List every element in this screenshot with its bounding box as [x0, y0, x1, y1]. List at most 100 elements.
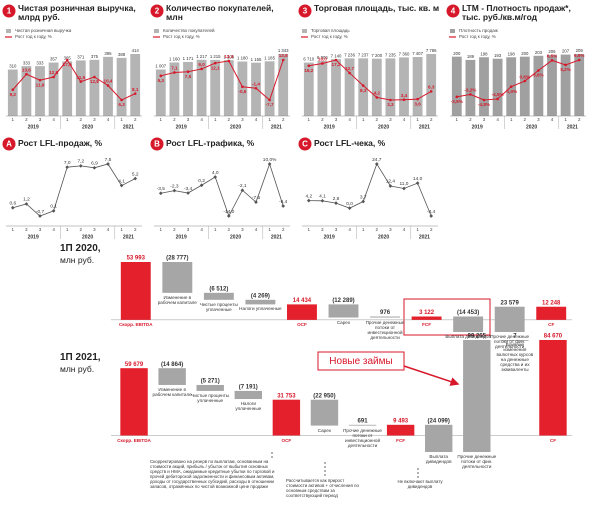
x-tick-label: 2: [376, 227, 379, 232]
bar-value-label: (22 950): [313, 393, 335, 399]
badge-label: C: [302, 140, 308, 149]
growth-marker: [402, 98, 406, 102]
x-tick-label: 1: [66, 117, 69, 122]
chart-title: Рост LFL-трафика, %: [166, 138, 255, 148]
legend-label: Чистая розничная выручка: [15, 28, 72, 33]
growth-marker: [186, 70, 190, 74]
bar: [385, 58, 396, 116]
bar-value-label: 198: [480, 51, 488, 56]
bar-value-label: 7 235: [385, 53, 396, 58]
bar-value-label: 7 786: [426, 48, 437, 53]
growth-value-label: 12,8: [49, 70, 58, 75]
x-tick-label: 3: [187, 117, 190, 122]
waterfall-bar: [348, 424, 377, 426]
growth-value-label: 6,6%: [574, 53, 584, 58]
x-tick-label: 2: [80, 117, 83, 122]
year-label: 2020: [82, 234, 93, 240]
bar-value-label: 375: [91, 54, 99, 59]
x-tick-label: 1: [416, 117, 419, 122]
category-label: FCF: [422, 321, 432, 327]
x-tick-label: 1: [308, 117, 311, 122]
growth-value-label: 13,3: [224, 54, 233, 59]
bar-value-label: 414: [132, 48, 140, 53]
x-tick-label: 2: [321, 117, 324, 122]
growth-value-label: 9,0: [198, 62, 205, 67]
category-label: Изменение в рабочем капитале: [157, 294, 197, 305]
lfl-marker: [65, 165, 70, 170]
category-label: Capex: [336, 319, 351, 325]
growth-marker: [93, 75, 96, 79]
growth-marker: [65, 58, 69, 62]
year-label: 2021: [271, 234, 282, 240]
lfl-value-label: -4,4: [427, 209, 436, 215]
bar: [533, 55, 544, 116]
bar-value-label: 310: [9, 64, 17, 69]
bar: [278, 54, 289, 116]
lfl-value-label: -3,5: [157, 186, 166, 192]
x-tick-label: 4: [496, 117, 499, 122]
bar: [21, 66, 32, 116]
growth-marker: [268, 98, 271, 102]
lfl-value-label: 3,7: [360, 194, 367, 200]
growth-value-label: -4,8%: [478, 102, 490, 107]
lfl-marker: [374, 162, 379, 166]
growth-value-label: 7,5: [185, 74, 192, 79]
category-label: OCF: [297, 321, 307, 327]
note: Скорректировано на резерв по выплатам, о…: [150, 459, 275, 490]
growth-marker: [416, 97, 419, 101]
growth-value-label: -1,4: [252, 81, 260, 86]
legend-swatch: [154, 29, 159, 33]
growth-value-label: 8,1: [132, 87, 139, 92]
x-tick-label: 2: [173, 227, 176, 232]
x-tick-label: 3: [389, 227, 392, 232]
x-tick-label: 3: [537, 117, 540, 122]
year-label: 2020: [378, 124, 389, 130]
bar-value-label: 365: [64, 55, 72, 60]
bar: [479, 57, 489, 116]
growth-value-label: -1,0%: [505, 89, 517, 94]
growth-marker: [133, 92, 137, 95]
lfl-value-label: 24,7: [372, 157, 382, 163]
bar-value-label: 976: [380, 310, 391, 316]
category-label: FCF: [396, 437, 406, 443]
bar: [412, 57, 423, 116]
x-tick-label: 2: [25, 227, 28, 232]
legend-label: Торговая площадь: [311, 28, 350, 33]
x-tick-label: 1: [510, 117, 513, 122]
x-tick-label: 4: [107, 117, 110, 122]
bar: [48, 62, 59, 116]
x-tick-label: 3: [93, 227, 96, 232]
waterfall-bar: [234, 390, 263, 400]
note: Не включают выплату дивидендов: [397, 479, 443, 490]
chart-subtitle: млн руб.: [60, 255, 95, 265]
x-tick-label: 2: [228, 117, 231, 122]
bar-value-label: 206: [548, 49, 556, 54]
waterfall-bar: [386, 424, 415, 436]
x-tick-label: 1: [120, 117, 123, 122]
lfl-marker: [119, 183, 124, 188]
growth-value-label: 6,3: [428, 85, 435, 90]
category-label: OCF: [281, 437, 292, 443]
x-tick-label: 1: [456, 117, 459, 122]
growth-line: [160, 59, 284, 101]
x-tick-label: 1: [564, 117, 567, 122]
x-tick-label: 3: [335, 227, 338, 232]
lfl-line: [160, 162, 284, 217]
bar: [371, 58, 382, 116]
year-label: 2019: [28, 124, 39, 130]
growth-value-label: -3,2%: [464, 88, 476, 93]
growth-marker: [254, 86, 258, 90]
x-tick-label: 2: [578, 117, 581, 122]
lfl-marker: [199, 183, 204, 188]
chart-title: Рост LFL-продаж, %: [18, 138, 103, 148]
waterfall-bar: [196, 384, 224, 391]
year-label: 2021: [123, 124, 134, 130]
growth-marker: [523, 79, 527, 83]
x-tick-label: 1: [268, 227, 271, 232]
bar-value-label: 99 265: [468, 334, 487, 340]
growth-value-label: -4,5%: [492, 92, 504, 97]
bar-value-label: 193: [494, 53, 502, 58]
x-tick-label: 4: [255, 227, 258, 232]
